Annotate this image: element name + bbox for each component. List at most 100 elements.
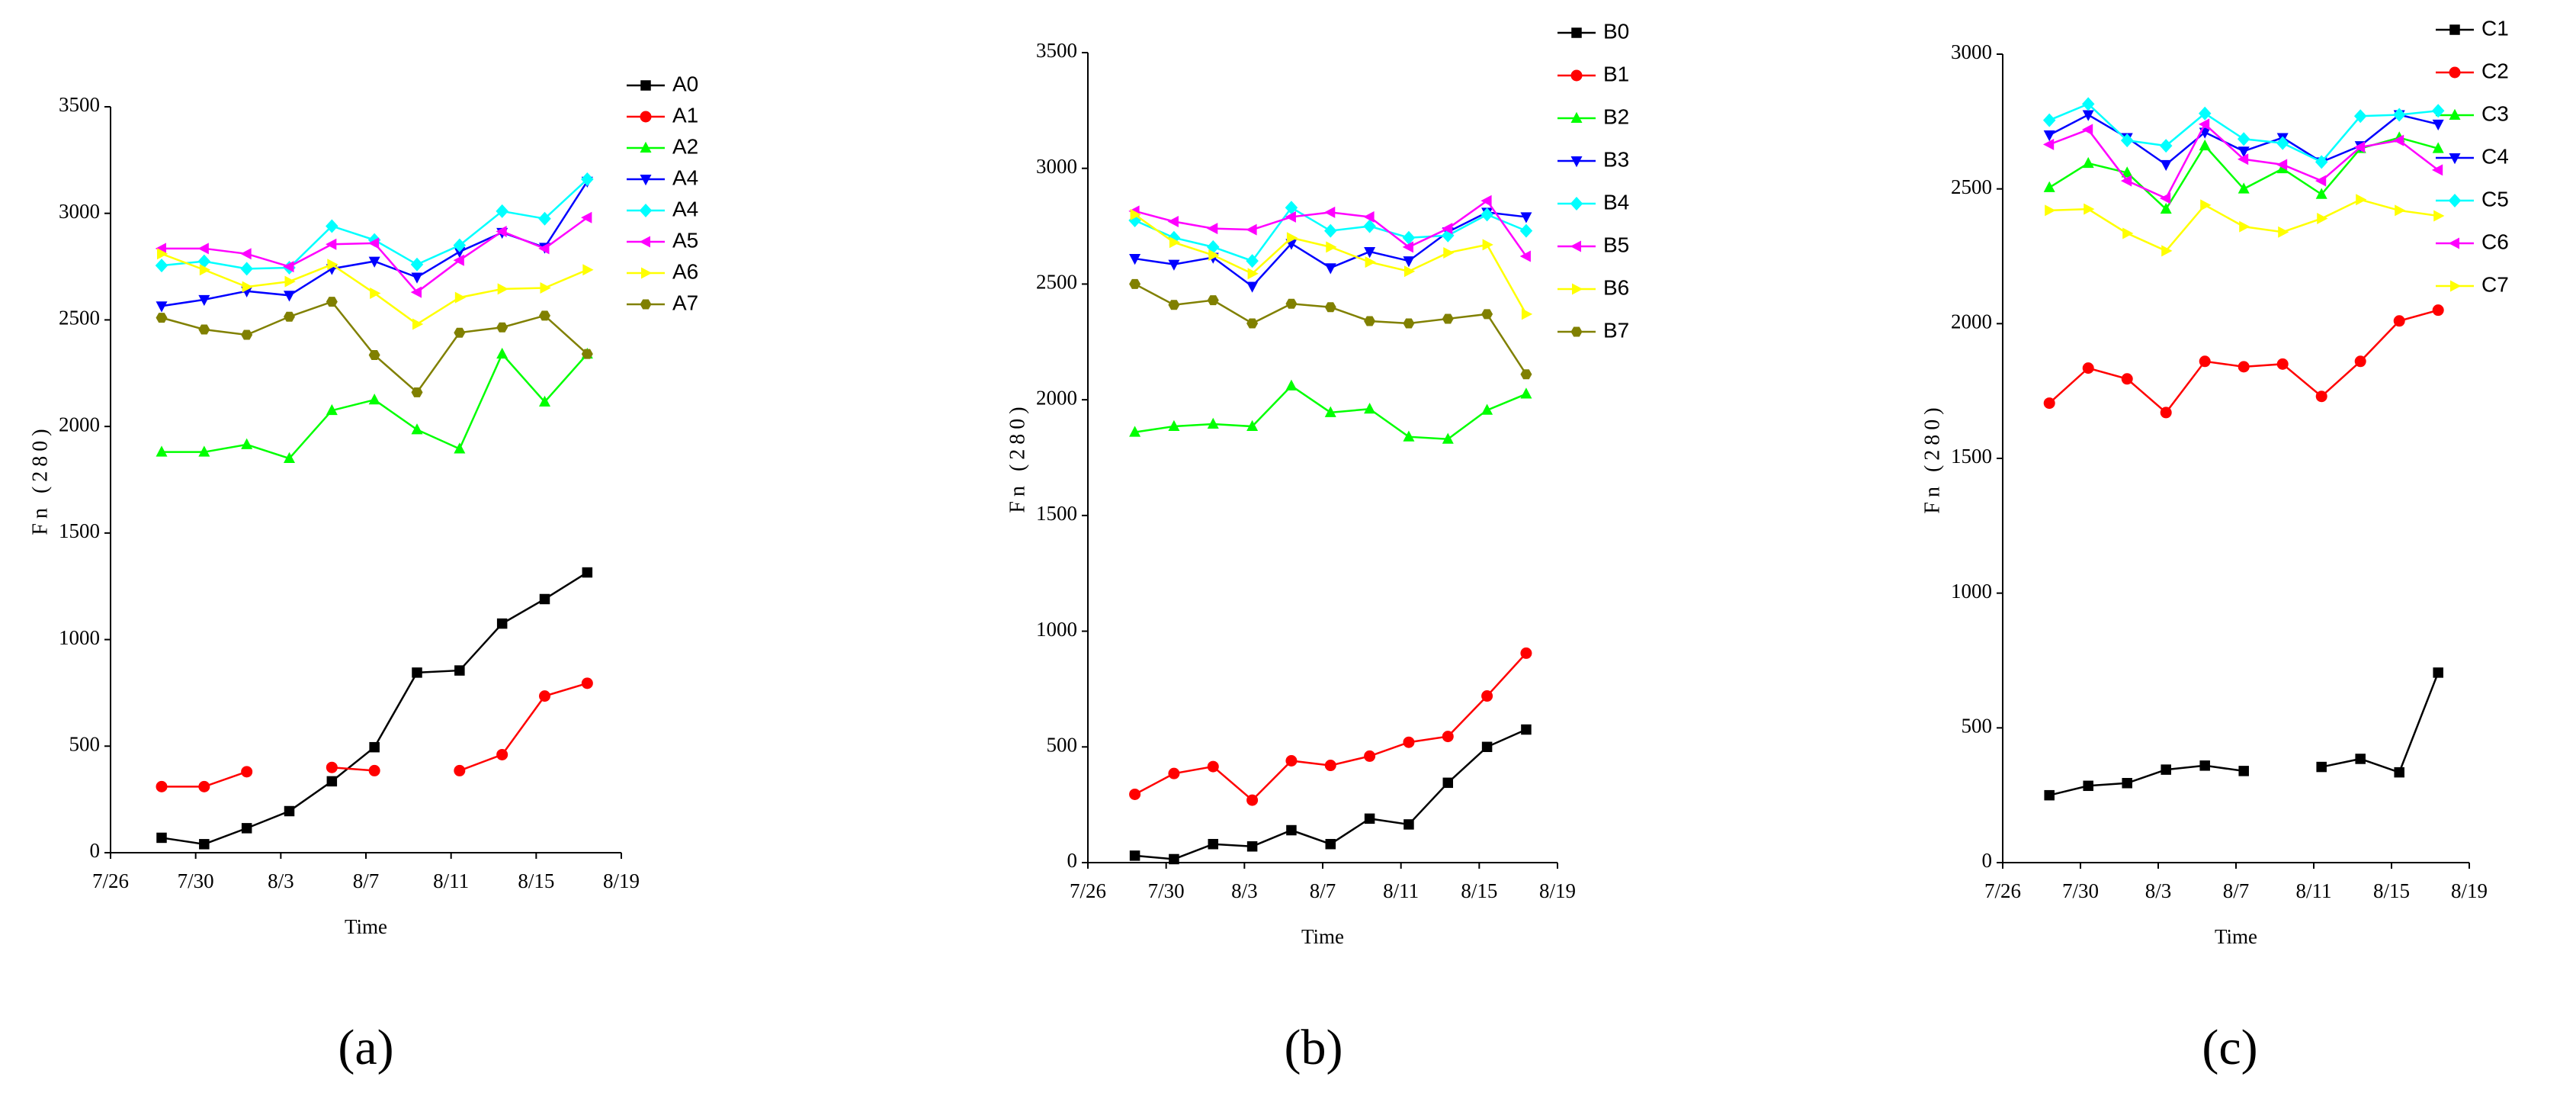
legend-marker — [1570, 69, 1583, 82]
data-point — [284, 311, 295, 322]
data-point — [2199, 139, 2211, 151]
data-point — [454, 247, 466, 259]
data-point — [1481, 403, 1493, 415]
data-point — [326, 297, 338, 307]
data-point — [1480, 207, 1493, 222]
data-point — [1246, 419, 1259, 432]
data-point — [411, 387, 423, 397]
y-tick-label: 500 — [1047, 733, 1078, 756]
data-point — [1208, 249, 1220, 261]
legend-label: C6 — [2481, 230, 2509, 253]
data-point — [199, 839, 210, 850]
x-tick-label: 8/11 — [2296, 879, 2332, 902]
legend-label: A5 — [672, 228, 698, 252]
data-point — [454, 764, 466, 776]
data-point — [2082, 362, 2094, 374]
data-point — [1481, 690, 1493, 702]
data-point — [2121, 373, 2133, 385]
data-point — [156, 313, 168, 323]
x-tick-label: 7/30 — [178, 869, 214, 892]
data-point — [1129, 426, 1141, 437]
x-axis-label: Time — [2215, 925, 2257, 948]
x-tick-label: 8/3 — [1231, 879, 1258, 902]
data-point — [2082, 110, 2094, 121]
data-point — [1325, 838, 1336, 850]
data-point — [327, 259, 338, 271]
data-point — [2278, 226, 2289, 238]
data-point — [2238, 766, 2249, 776]
y-tick-label: 0 — [90, 839, 101, 862]
caption: (c) — [2202, 1020, 2257, 1075]
x-tick-label: 8/7 — [1310, 879, 1336, 902]
data-point — [156, 301, 168, 313]
data-point — [240, 248, 252, 260]
legend-marker — [640, 299, 652, 310]
legend-marker — [1572, 283, 1583, 295]
legend-marker — [2449, 108, 2461, 120]
data-point — [2159, 139, 2173, 153]
x-tick-label: 7/26 — [92, 869, 129, 892]
y-tick-label: 2500 — [1951, 175, 1992, 198]
y-tick-label: 0 — [1067, 849, 1078, 872]
data-point — [284, 275, 296, 288]
legend-label: A7 — [672, 291, 698, 314]
data-point — [454, 665, 465, 676]
data-point — [1324, 263, 1336, 275]
data-point — [198, 780, 210, 792]
legend-marker — [1570, 111, 1583, 123]
data-point — [2433, 210, 2445, 222]
y-tick-label: 0 — [1982, 849, 1993, 872]
data-point — [1285, 754, 1298, 767]
legend-marker — [1570, 156, 1583, 168]
y-tick-label: 3500 — [59, 93, 100, 116]
data-point — [1520, 369, 1532, 380]
legend-marker — [2450, 280, 2462, 292]
data-point — [538, 211, 551, 226]
x-tick-label: 8/3 — [268, 869, 294, 892]
x-tick-label: 8/7 — [2223, 879, 2250, 902]
data-point — [284, 452, 295, 464]
data-point — [454, 442, 466, 454]
data-point — [198, 294, 210, 307]
data-point — [2237, 132, 2250, 146]
legend-marker — [641, 267, 653, 279]
data-point — [1442, 313, 1454, 324]
data-point — [1520, 212, 1532, 223]
data-point — [2042, 113, 2056, 127]
series-line — [162, 217, 589, 294]
data-point — [2317, 213, 2328, 225]
legend-marker — [2448, 237, 2459, 249]
data-point — [1247, 268, 1259, 280]
data-point — [2160, 202, 2172, 214]
data-point — [1168, 300, 1180, 310]
data-point — [1480, 194, 1492, 207]
data-point — [2431, 104, 2445, 118]
data-point — [241, 823, 252, 834]
data-point — [1246, 223, 1257, 236]
data-point — [155, 259, 168, 273]
data-point — [368, 350, 380, 361]
data-point — [2043, 397, 2055, 410]
y-tick-label: 3000 — [59, 200, 100, 223]
data-point — [1521, 724, 1532, 735]
data-point — [2392, 134, 2404, 146]
data-point — [2276, 136, 2289, 150]
data-point — [2160, 159, 2172, 172]
data-point — [2161, 245, 2173, 257]
x-tick-label: 8/7 — [353, 869, 380, 892]
data-point — [539, 395, 550, 407]
legend-label: B2 — [1603, 104, 1629, 128]
data-point — [1246, 794, 1259, 806]
x-tick-label: 8/11 — [1383, 879, 1419, 902]
legend-label: B4 — [1603, 190, 1629, 214]
data-point — [2082, 156, 2094, 169]
x-tick-label: 8/15 — [1461, 879, 1497, 902]
data-point — [2122, 778, 2132, 789]
legend-label: B0 — [1603, 19, 1629, 43]
data-point — [1168, 259, 1180, 271]
data-point — [496, 225, 507, 237]
data-point — [1519, 223, 1533, 238]
data-point — [1169, 236, 1181, 249]
chart: 0 500 1000 1500 2000 2500 3000 7/26 7/30 8/3 8/7 8/… — [1920, 16, 2508, 1075]
